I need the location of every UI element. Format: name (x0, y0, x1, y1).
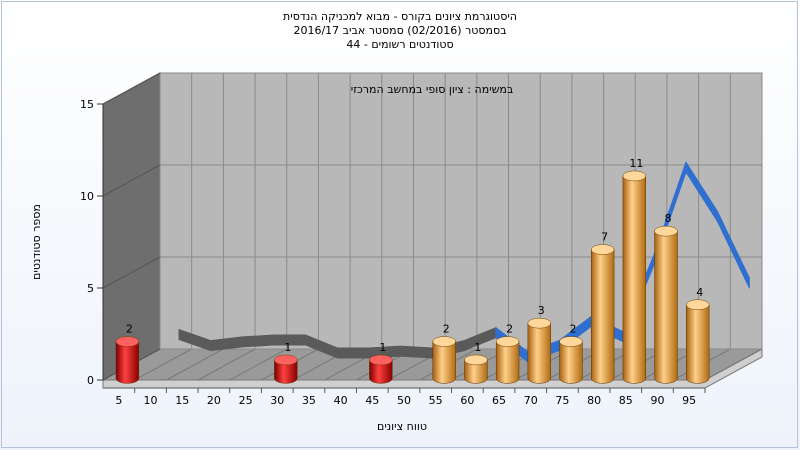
y-tick-label: 0 (87, 374, 94, 387)
x-tick-label: 60 (460, 394, 474, 407)
chart-title-line-1: היסטוגרמת ציונים בקורס - מבוא למכניקה הנ… (283, 10, 517, 23)
x-tick-label: 85 (619, 394, 633, 407)
histogram-bar (115, 336, 140, 384)
histogram-bar (654, 225, 678, 384)
bar-data-label: 1 (284, 341, 291, 354)
chart-title-line-3: סטודנטים רשומים - 44 (346, 38, 454, 51)
grid-line-floor (197, 348, 256, 381)
histogram-bar (432, 336, 456, 384)
histogram-bar (527, 317, 551, 384)
histogram-bar (622, 170, 646, 384)
x-tick-label: 65 (492, 394, 506, 407)
bar-data-label: 1 (474, 341, 481, 354)
histogram-bar (369, 354, 393, 384)
y-axis-label: מספר סטודנטים (30, 204, 43, 280)
x-tick-label: 10 (144, 394, 158, 407)
grid-line-floor (229, 348, 287, 381)
histogram-bar (590, 244, 615, 384)
bar-data-label: 4 (696, 286, 703, 299)
x-tick-label: 70 (524, 394, 538, 407)
bar-data-label: 7 (601, 231, 608, 244)
bar-data-label: 2 (443, 323, 450, 336)
histogram-bar (274, 354, 298, 384)
chart-annotation: במשימה : ציון סופי במחשב המרכזי (351, 83, 514, 96)
grid-line-side (102, 256, 161, 289)
bar-data-label: 1 (379, 341, 386, 354)
chart-title-line-2: בסמסטר (02/2016) סמסטר אביב 2016/17 (293, 24, 507, 37)
histogram-bar (464, 354, 488, 384)
x-tick-label: 40 (334, 394, 348, 407)
grid-line-floor (134, 348, 192, 381)
x-tick-label: 45 (365, 394, 379, 407)
bar-data-label: 2 (126, 323, 133, 336)
bar-data-label: 2 (506, 323, 513, 336)
y-tick-label: 5 (87, 282, 94, 295)
bar-data-label: 8 (665, 212, 672, 225)
bar-data-label: 11 (629, 157, 643, 170)
x-tick-label: 30 (270, 394, 284, 407)
x-tick-label: 95 (682, 394, 696, 407)
bar-data-label: 3 (538, 304, 545, 317)
x-tick-label: 5 (115, 394, 122, 407)
trend-ribbon-segment (495, 161, 750, 363)
x-tick-label: 35 (302, 394, 316, 407)
grid-line-side (102, 164, 161, 197)
y-tick-label: 15 (80, 98, 94, 111)
x-tick-label: 75 (555, 394, 569, 407)
x-axis-label: טווח ציונים (377, 420, 427, 433)
x-tick-label: 80 (587, 394, 601, 407)
x-tick-label: 55 (429, 394, 443, 407)
x-tick-label: 20 (207, 394, 221, 407)
histogram-bar (559, 336, 583, 384)
histogram-bar (686, 299, 710, 384)
x-tick-label: 15 (175, 394, 189, 407)
grid-line-floor (166, 348, 224, 381)
x-tick-label: 25 (239, 394, 253, 407)
x-tick-label: 50 (397, 394, 411, 407)
y-tick-label: 10 (80, 190, 94, 203)
grid-line-side (102, 72, 161, 105)
histogram-bar (495, 336, 520, 384)
bar-data-label: 2 (569, 323, 576, 336)
x-tick-label: 90 (650, 394, 664, 407)
grid-line-floor (704, 348, 763, 381)
